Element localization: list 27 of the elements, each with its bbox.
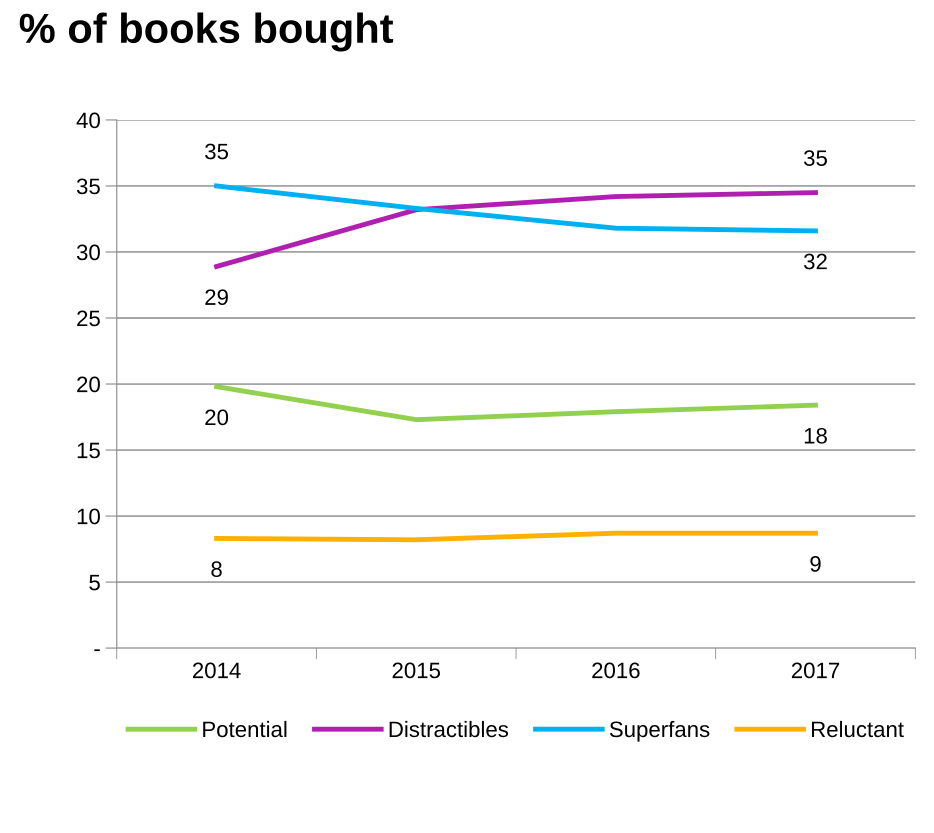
x-tick-label: 2016	[592, 662, 640, 678]
y-tick-label: 10	[78, 508, 100, 524]
y-tick-label: 15	[78, 442, 100, 458]
data-label: 9	[810, 556, 821, 572]
legend-label: Superfans	[610, 720, 710, 742]
data-label: 8	[211, 561, 222, 578]
chart-title: % of books bought	[20, 12, 394, 52]
legend-label: Reluctant	[812, 720, 904, 738]
data-label: 18	[804, 428, 827, 444]
y-tick-label: 20	[77, 376, 100, 392]
y-tick-label: 5	[89, 574, 100, 590]
data-label: 35	[205, 144, 228, 160]
data-label: 29	[205, 289, 228, 306]
x-tick-label: 2017	[792, 662, 840, 678]
y-tick-label: -	[94, 649, 100, 652]
data-label: 20	[205, 409, 228, 426]
line-series	[214, 184, 818, 234]
y-tick-label: 35	[76, 178, 100, 194]
y-tick-label: 40	[76, 112, 100, 128]
legend-label: Distractibles	[390, 720, 508, 738]
x-tick-label: 2015	[392, 662, 440, 678]
y-tick-label: 25	[77, 310, 100, 326]
data-label: 32	[804, 254, 827, 270]
legend-label: Potential	[203, 720, 286, 738]
data-label: 35	[804, 150, 827, 166]
y-tick-label: 30	[76, 244, 100, 260]
x-tick-label: 2014	[192, 662, 241, 678]
